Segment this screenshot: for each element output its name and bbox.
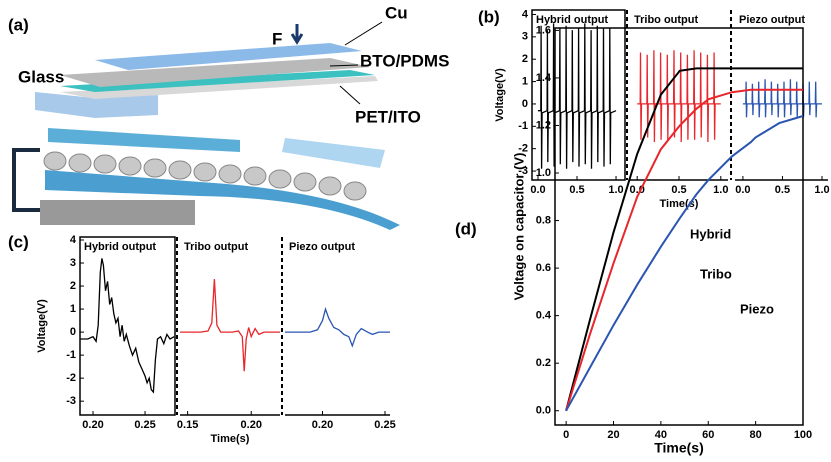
series-line <box>637 50 721 143</box>
series-label: Tribo <box>700 266 732 281</box>
y-tick-label: -3 <box>518 165 528 177</box>
x-tick-label: 60 <box>702 429 714 441</box>
y-tick-label: 4 <box>70 234 77 246</box>
force-arrow <box>290 24 304 45</box>
plot-frame <box>531 9 626 181</box>
top-plate-right <box>282 138 385 168</box>
y-tick-label: 0 <box>70 326 76 338</box>
series-line <box>180 279 280 372</box>
y-tick-label: 0.8 <box>536 214 551 226</box>
top-plate <box>48 128 240 152</box>
panel-label: (c) <box>8 232 29 251</box>
series-line <box>742 79 822 118</box>
x-tick-label: 0.20 <box>312 419 333 431</box>
x-axis-label: Time(s) <box>654 440 704 456</box>
pointer <box>344 21 383 46</box>
x-tick-label: 20 <box>607 429 619 441</box>
x-tick-label: 0.25 <box>134 419 155 431</box>
x-tick-label: 80 <box>750 429 762 441</box>
subplot-title: Tribo output <box>184 241 248 253</box>
y-tick-label: 0.6 <box>536 262 551 274</box>
x-axis-label: Time(s) <box>211 433 250 445</box>
circuit <box>12 148 40 212</box>
series-line <box>538 23 617 169</box>
plot-frame <box>79 236 176 416</box>
y-tick-label: 2 <box>522 53 528 65</box>
x-tick-label: 0.0 <box>735 184 750 196</box>
cu-layer <box>95 43 362 70</box>
plot-frame <box>554 27 804 426</box>
y-tick-label: 4 <box>522 8 529 20</box>
pointer <box>329 64 359 67</box>
series-label: Piezo <box>740 301 774 316</box>
bto-particles <box>43 151 367 201</box>
y-tick-label: 1.2 <box>536 119 551 131</box>
label-pet: PET/ITO <box>355 107 421 126</box>
panel-label: (d) <box>455 219 477 238</box>
series-line <box>565 88 803 411</box>
x-tick-label: 0.5 <box>569 184 584 196</box>
y-tick-label: 2 <box>70 280 76 292</box>
panel-label: (b) <box>478 7 500 26</box>
label-bto: BTO/PDMS <box>360 51 449 70</box>
y-tick-label: 1 <box>522 75 528 87</box>
x-tick-label: 1.0 <box>608 184 623 196</box>
x-tick-label: 100 <box>794 429 812 441</box>
y-tick-label: 3 <box>522 31 528 43</box>
series-label: Hybrid <box>690 226 731 241</box>
x-tick-label: 1.0 <box>713 184 728 196</box>
force-label: F <box>272 29 282 48</box>
y-tick-label: -3 <box>66 395 76 407</box>
y-tick-label: 3 <box>70 257 76 269</box>
x-axis-label: Time(s) <box>660 198 699 210</box>
dividers <box>176 10 732 415</box>
y-tick-label: -2 <box>518 143 528 155</box>
series-line <box>565 67 803 411</box>
x-tick-label: 0.25 <box>374 419 395 431</box>
y-tick-label: -1 <box>518 120 528 132</box>
x-tick-label: 0.20 <box>241 419 262 431</box>
y-tick-label: -2 <box>66 372 76 384</box>
y-axis-label: Voltage(V) <box>494 68 506 122</box>
series-line <box>80 258 175 394</box>
y-tick-label: 0.2 <box>536 357 551 369</box>
y-tick-label: 0 <box>522 98 528 110</box>
subplot-title: Piezo output <box>289 241 355 253</box>
x-tick-label: 0 <box>563 429 569 441</box>
series-line <box>565 115 804 412</box>
glass-support <box>40 200 195 225</box>
y-axis-label: Voltage on capacitor (V) <box>511 153 526 301</box>
y-tick-label: 1.6 <box>536 24 551 36</box>
pointer <box>339 85 361 105</box>
subplot-title: Hybrid output <box>536 14 608 26</box>
bto-layer <box>60 58 370 87</box>
panel-label: (a) <box>8 15 29 34</box>
x-tick-label: 0.5 <box>775 184 790 196</box>
y-tick-label: 0.0 <box>536 405 551 417</box>
y-tick-label: 1 <box>70 303 76 315</box>
x-tick-label: 0.20 <box>82 419 103 431</box>
diagram: (a) F Cu BTO/PDMS Glass PET/ITO <box>8 3 449 230</box>
subplot-title: Hybrid output <box>84 241 156 253</box>
y-tick-label: 1.0 <box>536 167 551 179</box>
subplot-title: Tribo output <box>634 14 698 26</box>
ito-layer <box>60 70 375 92</box>
subplot-title: Piezo output <box>739 14 805 26</box>
bent-sheet <box>45 170 400 230</box>
x-tick-label: 1.0 <box>814 184 829 196</box>
y-axis-label: Voltage(V) <box>36 299 48 353</box>
x-tick-label: 0.0 <box>530 184 545 196</box>
series-line <box>285 306 390 348</box>
pet-layer <box>60 76 378 99</box>
label-cu: Cu <box>385 3 408 22</box>
y-tick-label: 0.4 <box>536 310 552 322</box>
label-glass: Glass <box>18 67 64 86</box>
x-tick-label: 40 <box>655 429 667 441</box>
y-tick-label: 1.4 <box>536 72 552 84</box>
glass-block <box>35 92 158 118</box>
x-tick-label: 0.15 <box>177 419 198 431</box>
y-tick-label: -1 <box>66 349 76 361</box>
x-tick-label: 0.5 <box>671 184 686 196</box>
